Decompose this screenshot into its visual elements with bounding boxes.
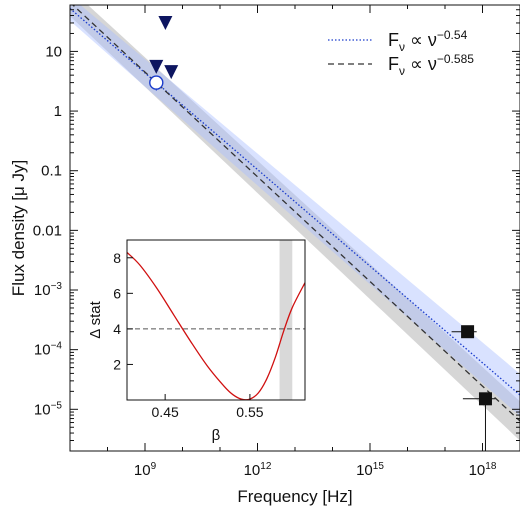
legend-label: Fν ∝ ν−0.54: [388, 28, 468, 54]
inset-y-tick-label: 6: [113, 285, 121, 301]
model-lines: [70, 5, 520, 422]
x-tick-label: 1012: [244, 461, 272, 479]
legend-label: Fν ∝ ν−0.585: [388, 52, 474, 78]
inset-shaded-band: [279, 240, 293, 400]
inset-x-tick-label: 0.45: [152, 404, 179, 420]
upper-limit-marker: [158, 15, 173, 30]
inset-x-tick-label: 0.55: [236, 404, 263, 420]
model-line-fit-0585: [71, 5, 520, 422]
y-tick-label: 0.01: [33, 222, 62, 239]
main-ticks: 109 1012 1015 1018 10 1 0.1 0.01 10−3 10−4 10−5: [33, 4, 520, 479]
x-tick-label: 1015: [356, 461, 384, 479]
x-tick-label: 1018: [469, 461, 497, 479]
inset-y-axis-label: Δ stat: [87, 300, 104, 338]
y-tick-label: 10−3: [34, 281, 63, 299]
xray-detection-marker: [461, 325, 475, 339]
inset-y-tick-label: 4: [113, 321, 121, 337]
y-tick-label: 10: [45, 43, 62, 60]
inset-background: [127, 240, 305, 400]
y-tick-label: 1: [54, 103, 62, 120]
upper-limit-marker: [164, 65, 179, 80]
y-tick-label: 10−5: [34, 400, 63, 418]
x-tick-label: 109: [134, 461, 157, 479]
y-tick-label: 0.1: [41, 163, 62, 180]
y-axis-label: Flux density [μ Jy]: [9, 160, 28, 296]
inset-y-tick-label: 2: [113, 356, 121, 372]
main-plot: 109 1012 1015 1018 10 1 0.1 0.01 10−3 10−4 10−5 Fr…: [9, 4, 520, 506]
band-fit-0585: [70, 5, 520, 441]
inset-plot: 0.45 0.55 2 4 6 8 β Δ stat: [87, 239, 306, 444]
radio-detection-marker: [149, 75, 164, 90]
inset-y-tick-label: 8: [113, 250, 121, 266]
upper-limit-marker: [149, 59, 164, 74]
inset-content: [127, 240, 305, 400]
inset-frame: [126, 239, 306, 401]
xray-detection-marker: [478, 392, 492, 406]
data-points: [149, 15, 496, 451]
y-tick-label: 10−4: [34, 341, 63, 359]
inset-x-axis-label: β: [212, 427, 221, 444]
delta-stat-curve: [127, 251, 305, 400]
x-axis-label: Frequency [Hz]: [237, 487, 352, 506]
inset-ticks: 0.45 0.55 2 4 6 8: [113, 250, 264, 420]
